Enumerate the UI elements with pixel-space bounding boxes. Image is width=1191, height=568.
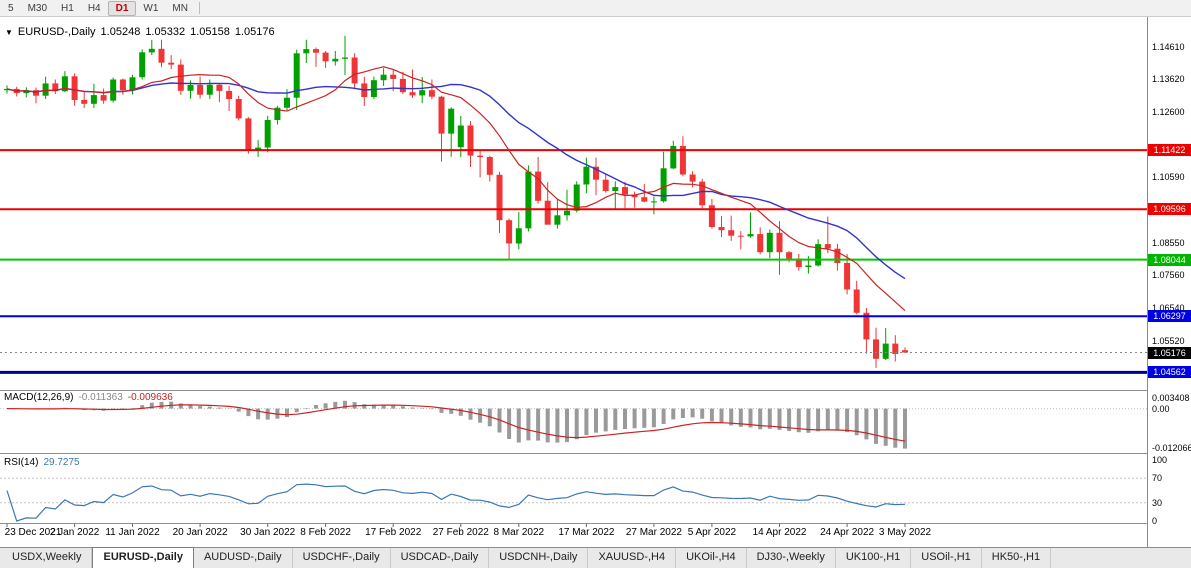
symbol-title: EURUSD-,Daily (17, 26, 96, 38)
macd-axis-label: 0.00 (1152, 403, 1170, 414)
rsi-axis-label: 100 (1152, 455, 1168, 465)
price-axis-tick: 1.14610 (1152, 41, 1185, 52)
ohlc-open: 1.05248 (100, 26, 141, 38)
timeframe-toolbar: 5 M30 H1 H4 D1 W1 MN (0, 0, 1191, 17)
timeframe-button-w1[interactable]: W1 (143, 2, 159, 14)
price-level-tag: 1.08044 (1148, 253, 1191, 266)
time-axis-label: 17 Mar 2022 (558, 527, 615, 538)
chart-tab-eurusd-daily[interactable]: EURUSD-,Daily (92, 547, 194, 568)
price-axis-tick: 1.10590 (1152, 172, 1185, 183)
rsi-indicator-label: RSI(14) 29.7275 (4, 457, 85, 468)
price-level-tag: 1.06297 (1148, 310, 1191, 323)
chart-ohlc-header: ▼ EURUSD-,Daily 1.05248 1.05332 1.05158 1.051… (5, 26, 280, 38)
macd-axis-label: -0.012066 (1152, 442, 1191, 453)
price-axis-tick: 1.13620 (1152, 73, 1185, 84)
chart-tab-usdx-weekly[interactable]: USDX,Weekly (2, 548, 93, 568)
chart-tab-dj30-weekly[interactable]: DJ30-,Weekly (747, 548, 836, 568)
chart-tab-uk100-h1[interactable]: UK100-,H1 (836, 548, 912, 568)
time-axis-label: 24 Apr 2022 (820, 527, 875, 538)
rsi-title: RSI(14) (4, 457, 39, 468)
toolbar-separator (198, 2, 200, 14)
time-axis-label: 8 Mar 2022 (493, 527, 545, 538)
macd-signal-value: -0.009636 (127, 392, 173, 403)
time-axis-label: 23 Dec 2021 (4, 527, 62, 538)
price-level-tag: 1.04562 (1148, 366, 1191, 379)
price-axis-tick: 1.05520 (1152, 336, 1185, 347)
time-axis[interactable]: 23 Dec 2021 2 Jan 2022 11 Jan 2022 20 Jan 2… (0, 526, 1147, 541)
macd-indicator-label: MACD(12,26,9) -0.011363 -0.009636 (4, 392, 178, 403)
time-axis-label: 27 Feb 2022 (432, 527, 489, 538)
timeframe-button-m30[interactable]: M30 (27, 2, 48, 14)
macd-title: MACD(12,26,9) (4, 392, 74, 403)
chart-tab-usdcad-daily[interactable]: USDCAD-,Daily (391, 548, 490, 568)
rsi-axis-label: 30 (1152, 497, 1163, 508)
time-axis-label: 27 Mar 2022 (625, 527, 682, 538)
rsi-value: 29.7275 (43, 457, 80, 468)
time-axis-label: 3 May 2022 (878, 527, 932, 538)
chart-tab-xauusd-h4[interactable]: XAUUSD-,H4 (588, 548, 677, 568)
price-axis-tick: 1.12600 (1152, 106, 1185, 117)
timeframe-button-h1[interactable]: H1 (61, 2, 74, 14)
chart-tab-usdchf-daily[interactable]: USDCHF-,Daily (293, 548, 391, 568)
time-axis-label: 11 Jan 2022 (105, 527, 160, 538)
time-axis-label: 8 Feb 2022 (300, 527, 351, 538)
chart-tab-ukoil-h4[interactable]: UKOil-,H4 (676, 548, 747, 568)
rsi-axis-label: 70 (1152, 473, 1163, 484)
timeframe-button-d1[interactable]: D1 (107, 0, 137, 16)
symbol-dropdown-arrow-icon[interactable]: ▼ (5, 28, 13, 37)
macd-value: -0.011363 (78, 392, 123, 403)
chart-tab-usdcnh-daily[interactable]: USDCNH-,Daily (489, 548, 589, 568)
current-price-tag: 1.05176 (1148, 346, 1191, 359)
price-level-tag: 1.09596 (1148, 203, 1191, 216)
timeframe-button-mn[interactable]: MN (172, 2, 188, 14)
time-axis-label: 2 Jan 2022 (49, 527, 100, 538)
ohlc-close: 1.05176 (234, 26, 275, 38)
rsi-axis-label: 0 (1152, 516, 1158, 526)
chart-tab-hk50-h1[interactable]: HK50-,H1 (982, 548, 1052, 568)
price-axis-tick: 1.06540 (1152, 303, 1185, 314)
chart-tab-audusd-daily[interactable]: AUDUSD-,Daily (194, 548, 293, 568)
price-axis-tick: 1.07560 (1152, 270, 1185, 281)
chart-tab-usoil-h1[interactable]: USOil-,H1 (911, 548, 982, 568)
macd-axis-label: 0.003408 (1152, 392, 1190, 403)
time-axis-label: 17 Feb 2022 (365, 527, 422, 538)
time-axis-label: 14 Apr 2022 (752, 527, 807, 538)
time-axis-label: 20 Jan 2022 (172, 527, 228, 538)
price-level-tag: 1.11422 (1148, 144, 1191, 157)
time-axis-label: 5 Apr 2022 (687, 527, 737, 538)
price-axis[interactable]: 1.14610 1.13620 1.12600 1.10590 1.08550 1.075… (1147, 17, 1191, 547)
timeframe-button-h4[interactable]: H4 (87, 2, 101, 14)
ohlc-low: 1.05158 (190, 26, 230, 38)
chart-tab-bar: USDX,Weekly EURUSD-,Daily AUDUSD-,Daily USD… (0, 547, 1191, 568)
ohlc-high: 1.05332 (145, 26, 186, 38)
price-axis-tick: 1.08550 (1152, 238, 1185, 249)
time-axis-label: 30 Jan 2022 (240, 527, 296, 538)
timeframe-button-5[interactable]: 5 (8, 2, 14, 14)
chart-window[interactable]: ▼ EURUSD-,Daily 1.05248 1.05332 1.05158 1.051… (0, 17, 1191, 547)
